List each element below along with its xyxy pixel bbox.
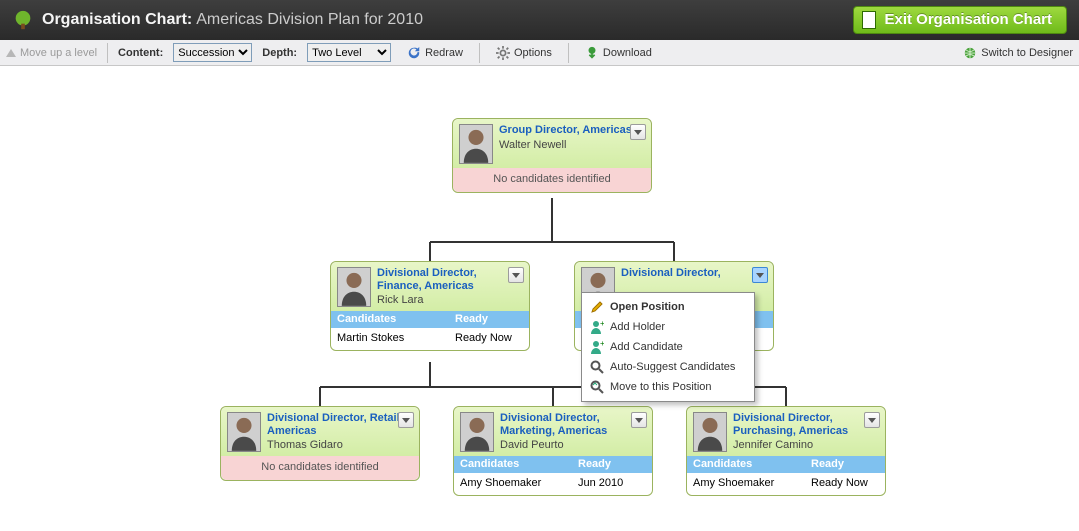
svg-text:+: + xyxy=(600,340,604,348)
magnifier-arrow-icon xyxy=(590,380,604,394)
ready-col-label: Ready xyxy=(578,458,646,470)
candidate-name: Martin Stokes xyxy=(337,332,455,344)
avatar xyxy=(460,412,494,452)
candidate-name: Amy Shoemaker xyxy=(693,477,811,489)
menu-item-label: Add Candidate xyxy=(610,341,683,353)
role-title: Divisional Director, Finance, Americas xyxy=(377,267,523,292)
options-label: Options xyxy=(514,47,552,59)
redraw-button[interactable]: Redraw xyxy=(401,44,469,62)
download-button[interactable]: Download xyxy=(579,44,658,62)
depth-select[interactable]: Two Level xyxy=(307,43,391,62)
download-label: Download xyxy=(603,47,652,59)
toolbar: Move up a level Content: Succession Dept… xyxy=(0,40,1079,66)
org-node-mkt[interactable]: Divisional Director, Marketing, Americas… xyxy=(453,406,653,496)
exit-org-chart-button[interactable]: Exit Organisation Chart xyxy=(853,6,1067,34)
person-plus-icon: + xyxy=(590,320,604,334)
org-chart-canvas: Group Director, Americas Walter Newell N… xyxy=(0,66,1079,531)
candidates-col-label: Candidates xyxy=(337,313,455,325)
gear-icon xyxy=(496,46,510,60)
avatar xyxy=(337,267,371,307)
avatar xyxy=(693,412,727,452)
node-header: Divisional Director, Finance, Americas R… xyxy=(331,262,529,311)
node-menu-button[interactable] xyxy=(631,412,647,428)
download-icon xyxy=(585,46,599,60)
candidate-row: Amy Shoemaker Jun 2010 xyxy=(454,473,652,495)
candidate-ready: Ready Now xyxy=(811,477,879,489)
person-name: Thomas Gidaro xyxy=(267,439,413,451)
menu-item-move-to-this-position[interactable]: Move to this Position xyxy=(582,377,754,397)
candidates-col-label: Candidates xyxy=(693,458,811,470)
candidate-name: Amy Shoemaker xyxy=(460,477,578,489)
node-header: Divisional Director, Retail, Americas Th… xyxy=(221,407,419,456)
pencil-icon xyxy=(590,300,604,314)
person-name: David Peurto xyxy=(500,439,646,451)
options-button[interactable]: Options xyxy=(490,44,558,62)
content-select[interactable]: Succession xyxy=(173,43,252,62)
switch-to-designer-label: Switch to Designer xyxy=(981,47,1073,59)
ready-col-label: Ready xyxy=(811,458,879,470)
node-header: Divisional Director, Marketing, Americas… xyxy=(454,407,652,456)
menu-item-label: Auto-Suggest Candidates xyxy=(610,361,735,373)
title-bar: Organisation Chart: Americas Division Pl… xyxy=(0,0,1079,40)
refresh-icon xyxy=(407,46,421,60)
node-menu-button[interactable] xyxy=(398,412,414,428)
candidate-ready: Ready Now xyxy=(455,332,523,344)
switch-to-designer-button[interactable]: Switch to Designer xyxy=(963,46,1073,60)
page-title-prefix: Organisation Chart: xyxy=(42,11,192,29)
person-name: Walter Newell xyxy=(499,139,632,151)
content-label: Content: xyxy=(118,47,163,59)
globe-icon xyxy=(963,46,977,60)
node-header: Divisional Director, Purchasing, America… xyxy=(687,407,885,456)
role-title: Divisional Director, Marketing, Americas xyxy=(500,412,646,437)
role-title: Divisional Director, Retail, Americas xyxy=(267,412,413,437)
menu-item-open-position[interactable]: Open Position xyxy=(582,297,754,317)
menu-item-add-candidate[interactable]: + Add Candidate xyxy=(582,337,754,357)
org-node-pur[interactable]: Divisional Director, Purchasing, America… xyxy=(686,406,886,496)
menu-item-label: Add Holder xyxy=(610,321,665,333)
ready-col-label: Ready xyxy=(455,313,523,325)
person-plus-icon: + xyxy=(590,340,604,354)
node-menu-button[interactable] xyxy=(508,267,524,283)
move-up-level-label: Move up a level xyxy=(20,47,97,59)
person-name: Jennifer Camino xyxy=(733,439,879,451)
role-title: Group Director, Americas xyxy=(499,124,632,137)
redraw-label: Redraw xyxy=(425,47,463,59)
magnifier-icon xyxy=(590,360,604,374)
page-title-suffix: Americas Division Plan for 2010 xyxy=(196,11,423,29)
org-node-fin[interactable]: Divisional Director, Finance, Americas R… xyxy=(330,261,530,351)
arrow-up-icon xyxy=(6,49,16,57)
depth-label: Depth: xyxy=(262,47,297,59)
org-node-root[interactable]: Group Director, Americas Walter Newell N… xyxy=(452,118,652,193)
svg-text:+: + xyxy=(600,320,604,328)
node-header: Group Director, Americas Walter Newell xyxy=(453,119,651,168)
candidate-row: Martin Stokes Ready Now xyxy=(331,328,529,350)
candidates-header: Candidates Ready xyxy=(454,456,652,473)
menu-item-add-holder[interactable]: + Add Holder xyxy=(582,317,754,337)
candidates-col-label: Candidates xyxy=(460,458,578,470)
candidate-row: Amy Shoemaker Ready Now xyxy=(687,473,885,495)
candidates-header: Candidates Ready xyxy=(331,311,529,328)
move-up-level-button[interactable]: Move up a level xyxy=(6,47,97,59)
node-context-menu: Open Position + Add Holder + Add Candidate Au… xyxy=(581,292,755,402)
node-menu-button[interactable] xyxy=(630,124,646,140)
no-candidates-strip: No candidates identified xyxy=(221,456,419,480)
exit-org-chart-label: Exit Organisation Chart xyxy=(884,11,1052,28)
org-tree-icon xyxy=(12,9,34,31)
role-title: Divisional Director, Purchasing, America… xyxy=(733,412,879,437)
candidates-header: Candidates Ready xyxy=(687,456,885,473)
org-node-ret[interactable]: Divisional Director, Retail, Americas Th… xyxy=(220,406,420,481)
node-menu-button[interactable] xyxy=(864,412,880,428)
avatar xyxy=(227,412,261,452)
node-menu-button[interactable] xyxy=(752,267,768,283)
person-name: Rick Lara xyxy=(377,294,523,306)
candidate-ready: Jun 2010 xyxy=(578,477,646,489)
menu-item-label: Open Position xyxy=(610,301,685,313)
no-candidates-strip: No candidates identified xyxy=(453,168,651,192)
role-title: Divisional Director, xyxy=(621,267,721,280)
menu-item-auto-suggest-candidates[interactable]: Auto-Suggest Candidates xyxy=(582,357,754,377)
door-icon xyxy=(862,11,876,29)
avatar xyxy=(459,124,493,164)
menu-item-label: Move to this Position xyxy=(610,381,712,393)
